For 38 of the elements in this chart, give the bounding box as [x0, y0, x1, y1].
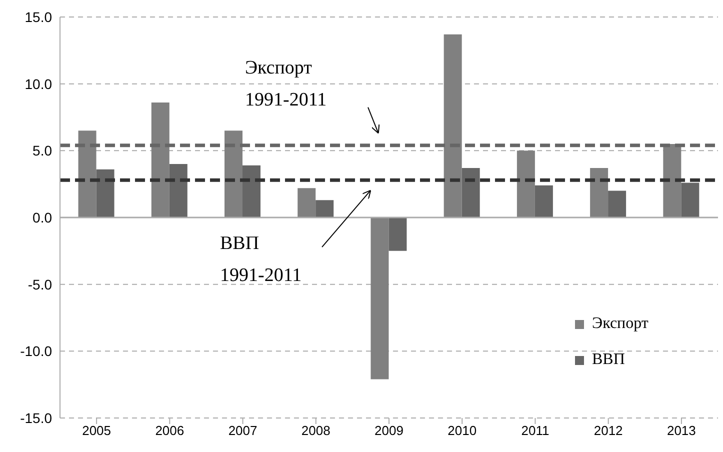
bar: [590, 168, 608, 218]
bar: [681, 182, 700, 218]
bar: [462, 168, 480, 218]
legend-label: ВВП: [592, 351, 625, 369]
bar: [298, 188, 316, 218]
bar: [96, 169, 114, 218]
bar: [169, 164, 188, 218]
y-tick-label: -5.0: [28, 276, 52, 292]
x-tick-label: 2006: [155, 423, 184, 438]
bar: [370, 218, 389, 380]
y-tick-label: -10.0: [20, 343, 52, 360]
y-tick-label: -15.0: [20, 410, 52, 426]
x-tick-label: 2013: [666, 423, 696, 438]
bar: [78, 130, 96, 218]
legend-label: Экспорт: [592, 315, 648, 333]
ref-line-label: Экспорт 1991-2011: [245, 57, 327, 110]
ref-line-label: ВВП 1991-2011: [220, 233, 302, 286]
x-tick-label: 2010: [448, 423, 477, 438]
x-tick-label: 2008: [301, 423, 330, 438]
x-tick-label: 2011: [521, 423, 550, 438]
x-tick-label: 2007: [228, 423, 258, 438]
bar: [224, 130, 242, 218]
bar: [534, 185, 553, 218]
bar: [242, 165, 260, 218]
y-tick-label: 0.0: [32, 209, 52, 226]
y-tick-label: 10.0: [24, 76, 52, 92]
bar: [151, 102, 170, 218]
x-tick-label: 2012: [594, 423, 623, 438]
y-tick-label: 5.0: [32, 142, 52, 159]
x-tick-label: 2005: [82, 423, 112, 438]
x-tick-label: 2009: [374, 423, 404, 438]
bar: [388, 218, 407, 251]
y-tick-label: 15.0: [24, 8, 52, 25]
bar: [663, 144, 682, 218]
bar: [608, 190, 626, 218]
bar: [516, 150, 535, 218]
bar: [444, 34, 462, 218]
bar: [316, 200, 334, 218]
